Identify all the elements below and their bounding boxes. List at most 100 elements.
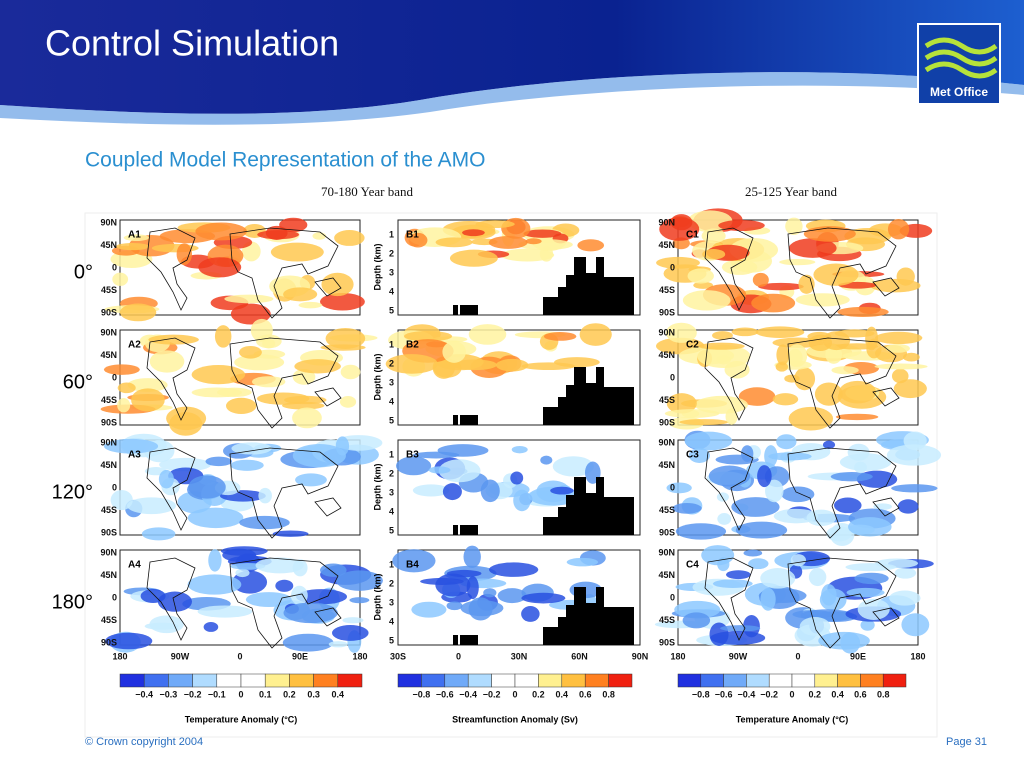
anomaly-patch bbox=[103, 438, 159, 454]
anomaly-patch bbox=[239, 515, 290, 530]
lat-tick: 90S bbox=[659, 637, 675, 647]
lat-tick: 90N bbox=[100, 327, 117, 337]
anomaly-patch bbox=[735, 521, 788, 539]
lat-tick: 0 bbox=[670, 592, 675, 602]
topography bbox=[453, 367, 634, 425]
colorbar-cell bbox=[168, 673, 193, 688]
panel-label: C1 bbox=[686, 230, 699, 241]
anomaly-patch bbox=[870, 278, 921, 293]
depth-tick: 3 bbox=[389, 487, 394, 497]
anomaly-patch bbox=[117, 382, 136, 394]
anomaly-patch bbox=[672, 502, 702, 514]
anomaly-patch bbox=[251, 376, 286, 388]
colorbar-tick: 0.6 bbox=[854, 689, 867, 699]
lat-tick: 45S bbox=[659, 395, 675, 405]
panel-label: C2 bbox=[686, 340, 699, 351]
panel-label: A3 bbox=[128, 450, 141, 461]
colorbar-tick: 0.6 bbox=[579, 689, 592, 699]
anomaly-patch bbox=[847, 443, 870, 461]
anomaly-patch bbox=[712, 331, 733, 340]
anomaly-patch bbox=[149, 615, 184, 634]
colorbar-tick: 0.2 bbox=[809, 689, 822, 699]
anomaly-patch bbox=[772, 393, 799, 406]
anomaly-patch bbox=[675, 523, 727, 540]
anomaly-patch bbox=[521, 606, 540, 622]
anomaly-patch bbox=[886, 444, 942, 466]
anomaly-patch bbox=[334, 230, 365, 246]
anomaly-patch bbox=[698, 342, 745, 350]
lat-tick: 90N bbox=[100, 437, 117, 447]
anomaly-patch bbox=[521, 362, 576, 371]
anomaly-patch bbox=[437, 444, 489, 457]
lon-tick: 90W bbox=[171, 651, 190, 661]
section-tick: 30S bbox=[390, 651, 406, 661]
anomaly-patch bbox=[833, 497, 862, 514]
anomaly-patch bbox=[141, 527, 176, 541]
anomaly-patch bbox=[566, 557, 599, 567]
lat-tick: 45N bbox=[658, 460, 675, 470]
anomaly-patch bbox=[392, 549, 436, 573]
lat-tick: 0 bbox=[112, 482, 117, 492]
anomaly-patch bbox=[889, 590, 921, 606]
colorbar-tick: −0.8 bbox=[413, 689, 431, 699]
lat-tick: 45N bbox=[100, 460, 117, 470]
anomaly-patch bbox=[577, 239, 605, 252]
anomaly-patch bbox=[123, 234, 150, 241]
logo: Met Office bbox=[917, 23, 1001, 105]
anomaly-patch bbox=[328, 641, 348, 648]
anomaly-patch bbox=[891, 484, 938, 493]
colorbar-cell bbox=[561, 673, 586, 688]
anomaly-patch bbox=[752, 272, 769, 287]
anomaly-patch bbox=[222, 548, 257, 562]
colorbar-cell bbox=[289, 673, 314, 688]
colorbar-tick: 0.4 bbox=[556, 689, 569, 699]
anomaly-patch bbox=[818, 631, 870, 650]
anomaly-patch bbox=[428, 466, 451, 474]
anomaly-patch bbox=[282, 633, 334, 652]
anomaly-patch bbox=[837, 306, 889, 318]
anomaly-patch bbox=[813, 263, 859, 286]
lon-tick: 180 bbox=[112, 651, 127, 661]
anomaly-patch bbox=[435, 237, 473, 248]
anomaly-patch bbox=[169, 412, 203, 436]
anomaly-patch bbox=[283, 287, 318, 302]
anomaly-patch bbox=[148, 334, 199, 345]
anomaly-patch bbox=[751, 293, 796, 313]
anomaly-patch bbox=[844, 227, 892, 245]
anomaly-patch bbox=[725, 408, 738, 425]
anomaly-patch bbox=[257, 230, 300, 240]
slide-title: Control Simulation bbox=[45, 23, 339, 64]
anomaly-patch bbox=[665, 322, 697, 343]
anomaly-patch bbox=[664, 409, 720, 418]
anomaly-patch bbox=[411, 601, 447, 618]
anomaly-patch bbox=[110, 490, 133, 511]
subtitle: Coupled Model Representation of the AMO bbox=[85, 149, 485, 172]
colorbar-tick: 0.8 bbox=[602, 689, 615, 699]
anomaly-patch bbox=[666, 393, 697, 414]
colorbar-label: Streamfunction Anomaly (Sv) bbox=[452, 714, 578, 724]
lat-tick: 90S bbox=[659, 307, 675, 317]
colorbar-tick: 0.8 bbox=[877, 689, 890, 699]
lat-tick: 90N bbox=[100, 547, 117, 557]
anomaly-patch bbox=[103, 364, 140, 375]
colorbar-cell bbox=[700, 673, 724, 688]
colorbar-cell bbox=[677, 673, 702, 688]
anomaly-patch bbox=[497, 588, 527, 604]
lat-tick: 90S bbox=[101, 417, 117, 427]
panel-label: B2 bbox=[406, 340, 419, 351]
anomaly-patch bbox=[176, 243, 193, 266]
lat-tick: 90S bbox=[659, 527, 675, 537]
colorbar-tick: 0 bbox=[512, 689, 517, 699]
anomaly-patch bbox=[463, 545, 481, 569]
anomaly-patch bbox=[874, 331, 923, 345]
anomaly-patch bbox=[283, 602, 338, 624]
anomaly-patch bbox=[875, 558, 919, 569]
depth-tick: 1 bbox=[389, 339, 394, 349]
anomaly-patch bbox=[256, 392, 310, 405]
anomaly-patch bbox=[188, 475, 226, 499]
lat-tick: 0 bbox=[112, 592, 117, 602]
anomaly-patch bbox=[480, 479, 500, 503]
lat-tick: 45S bbox=[101, 285, 117, 295]
anomaly-patch bbox=[720, 625, 761, 632]
anomaly-patch bbox=[829, 522, 855, 547]
